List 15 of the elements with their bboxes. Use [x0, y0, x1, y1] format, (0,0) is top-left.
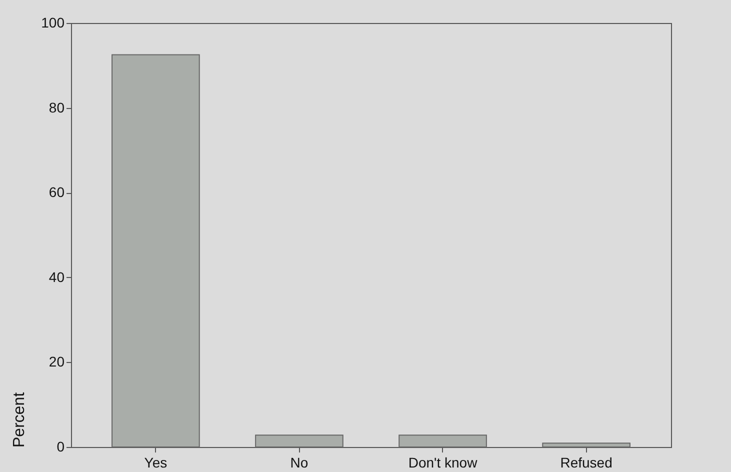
y-tick-label: 40	[48, 268, 65, 285]
y-tick-label: 20	[48, 354, 65, 370]
y-axis-title: Percent	[11, 392, 28, 448]
y-tick-label: 60	[48, 184, 65, 200]
bar	[542, 442, 630, 448]
bar	[112, 54, 200, 448]
y-tick-label: 80	[48, 99, 65, 116]
x-tick-label: No	[290, 454, 308, 470]
y-tick-label: 0	[56, 438, 65, 454]
bar	[255, 434, 344, 448]
y-tick-label: 100	[41, 14, 65, 30]
x-tick-label: Refused	[560, 454, 612, 470]
bar	[398, 434, 487, 448]
x-tick-label: Don't know	[408, 454, 478, 470]
x-tick-label: Yes	[144, 454, 168, 470]
